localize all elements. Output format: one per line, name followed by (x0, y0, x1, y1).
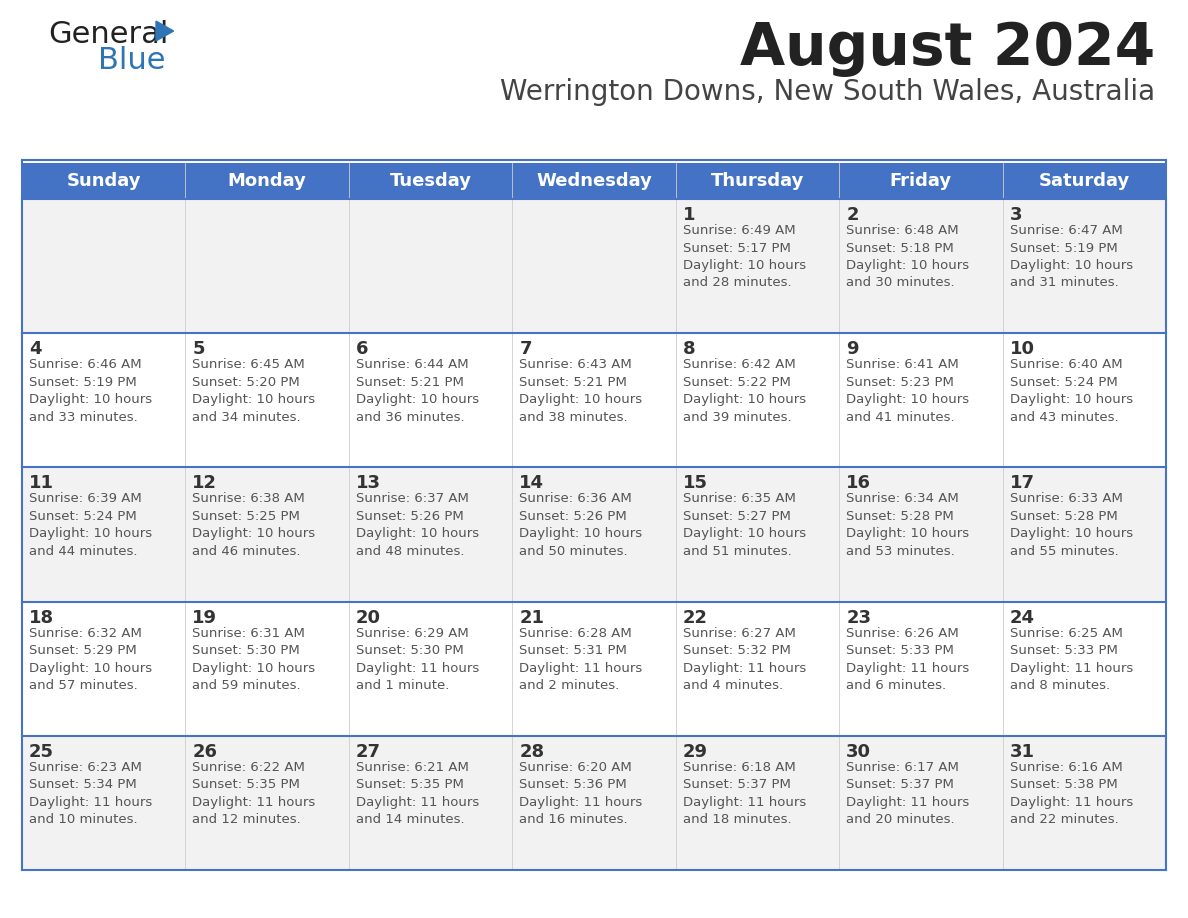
FancyBboxPatch shape (23, 333, 1165, 467)
Text: 14: 14 (519, 475, 544, 492)
Text: 10: 10 (1010, 341, 1035, 358)
Text: 28: 28 (519, 743, 544, 761)
Text: 2: 2 (846, 206, 859, 224)
Text: Sunrise: 6:46 AM
Sunset: 5:19 PM
Daylight: 10 hours
and 33 minutes.: Sunrise: 6:46 AM Sunset: 5:19 PM Dayligh… (29, 358, 152, 424)
Text: 9: 9 (846, 341, 859, 358)
Text: Sunrise: 6:36 AM
Sunset: 5:26 PM
Daylight: 10 hours
and 50 minutes.: Sunrise: 6:36 AM Sunset: 5:26 PM Dayligh… (519, 492, 643, 558)
Text: 13: 13 (356, 475, 381, 492)
Text: Sunrise: 6:16 AM
Sunset: 5:38 PM
Daylight: 11 hours
and 22 minutes.: Sunrise: 6:16 AM Sunset: 5:38 PM Dayligh… (1010, 761, 1133, 826)
Text: Sunrise: 6:44 AM
Sunset: 5:21 PM
Daylight: 10 hours
and 36 minutes.: Sunrise: 6:44 AM Sunset: 5:21 PM Dayligh… (356, 358, 479, 424)
Text: 11: 11 (29, 475, 53, 492)
Text: Sunrise: 6:26 AM
Sunset: 5:33 PM
Daylight: 11 hours
and 6 minutes.: Sunrise: 6:26 AM Sunset: 5:33 PM Dayligh… (846, 627, 969, 692)
Text: Sunrise: 6:49 AM
Sunset: 5:17 PM
Daylight: 10 hours
and 28 minutes.: Sunrise: 6:49 AM Sunset: 5:17 PM Dayligh… (683, 224, 805, 289)
Text: 4: 4 (29, 341, 42, 358)
Text: 18: 18 (29, 609, 55, 627)
Text: August 2024: August 2024 (740, 20, 1155, 77)
Text: Werrington Downs, New South Wales, Australia: Werrington Downs, New South Wales, Austr… (500, 78, 1155, 106)
Text: 22: 22 (683, 609, 708, 627)
Text: Tuesday: Tuesday (390, 172, 472, 190)
Text: 19: 19 (192, 609, 217, 627)
Text: 20: 20 (356, 609, 381, 627)
Text: Sunrise: 6:43 AM
Sunset: 5:21 PM
Daylight: 10 hours
and 38 minutes.: Sunrise: 6:43 AM Sunset: 5:21 PM Dayligh… (519, 358, 643, 424)
Text: 3: 3 (1010, 206, 1022, 224)
Text: Sunrise: 6:18 AM
Sunset: 5:37 PM
Daylight: 11 hours
and 18 minutes.: Sunrise: 6:18 AM Sunset: 5:37 PM Dayligh… (683, 761, 805, 826)
Text: Sunrise: 6:22 AM
Sunset: 5:35 PM
Daylight: 11 hours
and 12 minutes.: Sunrise: 6:22 AM Sunset: 5:35 PM Dayligh… (192, 761, 316, 826)
Text: Sunrise: 6:34 AM
Sunset: 5:28 PM
Daylight: 10 hours
and 53 minutes.: Sunrise: 6:34 AM Sunset: 5:28 PM Dayligh… (846, 492, 969, 558)
Text: Sunrise: 6:20 AM
Sunset: 5:36 PM
Daylight: 11 hours
and 16 minutes.: Sunrise: 6:20 AM Sunset: 5:36 PM Dayligh… (519, 761, 643, 826)
Text: 17: 17 (1010, 475, 1035, 492)
Text: Sunrise: 6:40 AM
Sunset: 5:24 PM
Daylight: 10 hours
and 43 minutes.: Sunrise: 6:40 AM Sunset: 5:24 PM Dayligh… (1010, 358, 1132, 424)
Text: 6: 6 (356, 341, 368, 358)
Text: Blue: Blue (97, 46, 165, 75)
Text: Sunrise: 6:33 AM
Sunset: 5:28 PM
Daylight: 10 hours
and 55 minutes.: Sunrise: 6:33 AM Sunset: 5:28 PM Dayligh… (1010, 492, 1132, 558)
Text: Saturday: Saturday (1038, 172, 1130, 190)
Text: 5: 5 (192, 341, 204, 358)
Text: 7: 7 (519, 341, 532, 358)
Polygon shape (156, 21, 173, 41)
Text: 15: 15 (683, 475, 708, 492)
Text: Sunrise: 6:39 AM
Sunset: 5:24 PM
Daylight: 10 hours
and 44 minutes.: Sunrise: 6:39 AM Sunset: 5:24 PM Dayligh… (29, 492, 152, 558)
Text: Sunrise: 6:25 AM
Sunset: 5:33 PM
Daylight: 11 hours
and 8 minutes.: Sunrise: 6:25 AM Sunset: 5:33 PM Dayligh… (1010, 627, 1133, 692)
Text: Sunrise: 6:41 AM
Sunset: 5:23 PM
Daylight: 10 hours
and 41 minutes.: Sunrise: 6:41 AM Sunset: 5:23 PM Dayligh… (846, 358, 969, 424)
FancyBboxPatch shape (23, 736, 1165, 870)
Text: 31: 31 (1010, 743, 1035, 761)
Text: Sunrise: 6:32 AM
Sunset: 5:29 PM
Daylight: 10 hours
and 57 minutes.: Sunrise: 6:32 AM Sunset: 5:29 PM Dayligh… (29, 627, 152, 692)
Text: Sunrise: 6:21 AM
Sunset: 5:35 PM
Daylight: 11 hours
and 14 minutes.: Sunrise: 6:21 AM Sunset: 5:35 PM Dayligh… (356, 761, 479, 826)
Text: Thursday: Thursday (710, 172, 804, 190)
Text: 24: 24 (1010, 609, 1035, 627)
Text: Sunrise: 6:27 AM
Sunset: 5:32 PM
Daylight: 11 hours
and 4 minutes.: Sunrise: 6:27 AM Sunset: 5:32 PM Dayligh… (683, 627, 805, 692)
Text: Sunrise: 6:17 AM
Sunset: 5:37 PM
Daylight: 11 hours
and 20 minutes.: Sunrise: 6:17 AM Sunset: 5:37 PM Dayligh… (846, 761, 969, 826)
Text: Sunrise: 6:37 AM
Sunset: 5:26 PM
Daylight: 10 hours
and 48 minutes.: Sunrise: 6:37 AM Sunset: 5:26 PM Dayligh… (356, 492, 479, 558)
Text: Sunday: Sunday (67, 172, 141, 190)
Text: 30: 30 (846, 743, 871, 761)
Text: 12: 12 (192, 475, 217, 492)
Text: Sunrise: 6:42 AM
Sunset: 5:22 PM
Daylight: 10 hours
and 39 minutes.: Sunrise: 6:42 AM Sunset: 5:22 PM Dayligh… (683, 358, 805, 424)
Text: Sunrise: 6:35 AM
Sunset: 5:27 PM
Daylight: 10 hours
and 51 minutes.: Sunrise: 6:35 AM Sunset: 5:27 PM Dayligh… (683, 492, 805, 558)
Text: Monday: Monday (228, 172, 307, 190)
Text: Sunrise: 6:31 AM
Sunset: 5:30 PM
Daylight: 10 hours
and 59 minutes.: Sunrise: 6:31 AM Sunset: 5:30 PM Dayligh… (192, 627, 316, 692)
Text: Sunrise: 6:38 AM
Sunset: 5:25 PM
Daylight: 10 hours
and 46 minutes.: Sunrise: 6:38 AM Sunset: 5:25 PM Dayligh… (192, 492, 316, 558)
Text: Sunrise: 6:29 AM
Sunset: 5:30 PM
Daylight: 11 hours
and 1 minute.: Sunrise: 6:29 AM Sunset: 5:30 PM Dayligh… (356, 627, 479, 692)
FancyBboxPatch shape (23, 199, 1165, 333)
Text: Sunrise: 6:47 AM
Sunset: 5:19 PM
Daylight: 10 hours
and 31 minutes.: Sunrise: 6:47 AM Sunset: 5:19 PM Dayligh… (1010, 224, 1132, 289)
Text: Friday: Friday (890, 172, 952, 190)
Text: Sunrise: 6:48 AM
Sunset: 5:18 PM
Daylight: 10 hours
and 30 minutes.: Sunrise: 6:48 AM Sunset: 5:18 PM Dayligh… (846, 224, 969, 289)
Text: 27: 27 (356, 743, 381, 761)
Text: 8: 8 (683, 341, 695, 358)
Text: 26: 26 (192, 743, 217, 761)
Text: General: General (48, 20, 169, 49)
Text: Sunrise: 6:23 AM
Sunset: 5:34 PM
Daylight: 11 hours
and 10 minutes.: Sunrise: 6:23 AM Sunset: 5:34 PM Dayligh… (29, 761, 152, 826)
Text: Wednesday: Wednesday (536, 172, 652, 190)
Text: 1: 1 (683, 206, 695, 224)
Text: 16: 16 (846, 475, 871, 492)
Text: Sunrise: 6:45 AM
Sunset: 5:20 PM
Daylight: 10 hours
and 34 minutes.: Sunrise: 6:45 AM Sunset: 5:20 PM Dayligh… (192, 358, 316, 424)
Text: 21: 21 (519, 609, 544, 627)
FancyBboxPatch shape (23, 163, 1165, 199)
FancyBboxPatch shape (23, 601, 1165, 736)
Text: Sunrise: 6:28 AM
Sunset: 5:31 PM
Daylight: 11 hours
and 2 minutes.: Sunrise: 6:28 AM Sunset: 5:31 PM Dayligh… (519, 627, 643, 692)
Text: 25: 25 (29, 743, 53, 761)
Text: 23: 23 (846, 609, 871, 627)
Text: 29: 29 (683, 743, 708, 761)
FancyBboxPatch shape (23, 467, 1165, 601)
